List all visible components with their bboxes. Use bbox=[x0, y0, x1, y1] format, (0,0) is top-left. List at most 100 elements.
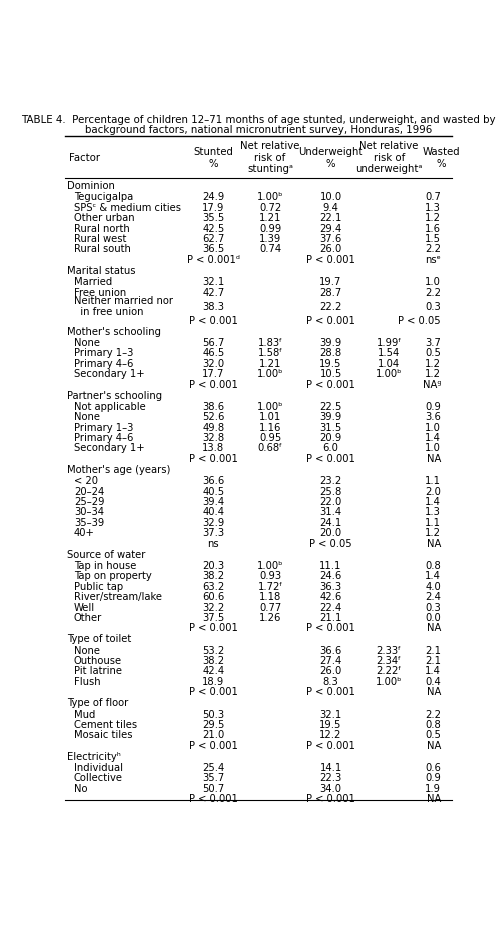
Text: NA: NA bbox=[427, 453, 441, 464]
Text: 22.4: 22.4 bbox=[320, 602, 342, 612]
Text: 1.54: 1.54 bbox=[378, 348, 400, 358]
Text: 2.2: 2.2 bbox=[425, 287, 441, 297]
Text: Outhouse: Outhouse bbox=[74, 655, 122, 666]
Text: 1.2: 1.2 bbox=[425, 528, 441, 538]
Text: 2.34ᶠ: 2.34ᶠ bbox=[376, 655, 402, 666]
Text: 1.00ᵇ: 1.00ᵇ bbox=[257, 401, 283, 412]
Text: 20.3: 20.3 bbox=[202, 561, 224, 570]
Text: 56.7: 56.7 bbox=[202, 338, 225, 347]
Text: P < 0.001: P < 0.001 bbox=[189, 793, 238, 803]
Text: 1.72ᶠ: 1.72ᶠ bbox=[258, 582, 283, 591]
Text: 1.26: 1.26 bbox=[259, 613, 281, 622]
Text: Mud: Mud bbox=[74, 709, 95, 718]
Text: Mosaic tiles: Mosaic tiles bbox=[74, 730, 133, 739]
Text: Mother's age (years): Mother's age (years) bbox=[67, 464, 170, 475]
Text: 1.00ᵇ: 1.00ᵇ bbox=[257, 193, 283, 202]
Text: 25–29: 25–29 bbox=[74, 497, 104, 507]
Text: 60.6: 60.6 bbox=[202, 592, 224, 601]
Text: SPSᶜ & medium cities: SPSᶜ & medium cities bbox=[74, 203, 181, 212]
Text: 1.16: 1.16 bbox=[259, 422, 281, 432]
Text: 29.4: 29.4 bbox=[320, 224, 342, 233]
Text: 9.4: 9.4 bbox=[323, 203, 339, 212]
Text: 53.2: 53.2 bbox=[202, 645, 224, 655]
Text: 0.77: 0.77 bbox=[259, 602, 281, 612]
Text: P < 0.001: P < 0.001 bbox=[306, 453, 355, 464]
Text: 17.7: 17.7 bbox=[202, 369, 225, 379]
Text: 38.2: 38.2 bbox=[202, 571, 224, 581]
Text: 0.6: 0.6 bbox=[425, 762, 441, 772]
Text: 1.18: 1.18 bbox=[259, 592, 281, 601]
Text: P < 0.001: P < 0.001 bbox=[189, 453, 238, 464]
Text: 0.8: 0.8 bbox=[425, 561, 441, 570]
Text: Individual: Individual bbox=[74, 762, 123, 772]
Text: Type of toilet: Type of toilet bbox=[67, 633, 131, 644]
Text: 25.4: 25.4 bbox=[202, 762, 224, 772]
Text: 20–24: 20–24 bbox=[74, 486, 104, 497]
Text: Other urban: Other urban bbox=[74, 213, 135, 223]
Text: 19.5: 19.5 bbox=[320, 359, 342, 368]
Text: 24.6: 24.6 bbox=[320, 571, 342, 581]
Text: NA: NA bbox=[427, 686, 441, 697]
Text: Public tap: Public tap bbox=[74, 582, 123, 591]
Text: River/stream/lake: River/stream/lake bbox=[74, 592, 162, 601]
Text: 22.0: 22.0 bbox=[320, 497, 342, 507]
Text: 10.0: 10.0 bbox=[320, 193, 342, 202]
Text: P < 0.05: P < 0.05 bbox=[309, 538, 352, 548]
Text: 22.5: 22.5 bbox=[320, 401, 342, 412]
Text: 17.9: 17.9 bbox=[202, 203, 225, 212]
Text: 4.0: 4.0 bbox=[425, 582, 441, 591]
Text: 50.7: 50.7 bbox=[202, 783, 224, 793]
Text: TABLE 4.  Percentage of children 12–71 months of age stunted, underweight, and w: TABLE 4. Percentage of children 12–71 mo… bbox=[21, 115, 495, 125]
Text: 0.3: 0.3 bbox=[425, 602, 441, 612]
Text: 2.0: 2.0 bbox=[425, 486, 441, 497]
Text: None: None bbox=[74, 338, 100, 347]
Text: 1.00ᵇ: 1.00ᵇ bbox=[376, 676, 402, 686]
Text: 37.5: 37.5 bbox=[202, 613, 224, 622]
Text: 0.5: 0.5 bbox=[425, 730, 441, 739]
Text: Rural west: Rural west bbox=[74, 234, 127, 244]
Text: Mother's schooling: Mother's schooling bbox=[67, 327, 161, 336]
Text: 31.5: 31.5 bbox=[320, 422, 342, 432]
Text: 25.8: 25.8 bbox=[320, 486, 342, 497]
Text: 1.4: 1.4 bbox=[425, 666, 441, 676]
Text: 2.1: 2.1 bbox=[425, 655, 441, 666]
Text: 1.58ᶠ: 1.58ᶠ bbox=[258, 348, 283, 358]
Text: Not applicable: Not applicable bbox=[74, 401, 146, 412]
Text: Wasted
%: Wasted % bbox=[422, 147, 460, 168]
Text: None: None bbox=[74, 645, 100, 655]
Text: 21.1: 21.1 bbox=[320, 613, 342, 622]
Text: 30–34: 30–34 bbox=[74, 507, 104, 517]
Text: NA: NA bbox=[427, 740, 441, 750]
Text: background factors, national micronutrient survey, Honduras, 1996: background factors, national micronutrie… bbox=[85, 125, 432, 135]
Text: Primary 4–6: Primary 4–6 bbox=[74, 359, 134, 368]
Text: P < 0.001: P < 0.001 bbox=[306, 315, 355, 326]
Text: 20.9: 20.9 bbox=[320, 432, 342, 443]
Text: 20.0: 20.0 bbox=[320, 528, 342, 538]
Text: 31.4: 31.4 bbox=[320, 507, 342, 517]
Text: 38.6: 38.6 bbox=[202, 401, 224, 412]
Text: Marital status: Marital status bbox=[67, 265, 136, 276]
Text: 1.4: 1.4 bbox=[425, 432, 441, 443]
Text: 10.5: 10.5 bbox=[320, 369, 342, 379]
Text: 0.4: 0.4 bbox=[425, 676, 441, 686]
Text: Source of water: Source of water bbox=[67, 549, 145, 559]
Text: 1.0: 1.0 bbox=[425, 277, 441, 287]
Text: P < 0.001: P < 0.001 bbox=[306, 379, 355, 389]
Text: 19.7: 19.7 bbox=[320, 277, 342, 287]
Text: Factor: Factor bbox=[69, 153, 100, 162]
Text: Electricityʰ: Electricityʰ bbox=[67, 751, 121, 761]
Text: 0.9: 0.9 bbox=[425, 401, 441, 412]
Text: Tap on property: Tap on property bbox=[74, 571, 152, 581]
Text: Pit latrine: Pit latrine bbox=[74, 666, 122, 676]
Text: 50.3: 50.3 bbox=[202, 709, 224, 718]
Text: P < 0.001: P < 0.001 bbox=[306, 255, 355, 264]
Text: Cement tiles: Cement tiles bbox=[74, 719, 137, 729]
Text: 1.2: 1.2 bbox=[425, 359, 441, 368]
Text: NAᵍ: NAᵍ bbox=[422, 379, 441, 389]
Text: 26.0: 26.0 bbox=[320, 244, 342, 254]
Text: 0.9: 0.9 bbox=[425, 772, 441, 783]
Text: 11.1: 11.1 bbox=[320, 561, 342, 570]
Text: 52.6: 52.6 bbox=[202, 412, 225, 422]
Text: Dominion: Dominion bbox=[67, 181, 115, 191]
Text: 26.0: 26.0 bbox=[320, 666, 342, 676]
